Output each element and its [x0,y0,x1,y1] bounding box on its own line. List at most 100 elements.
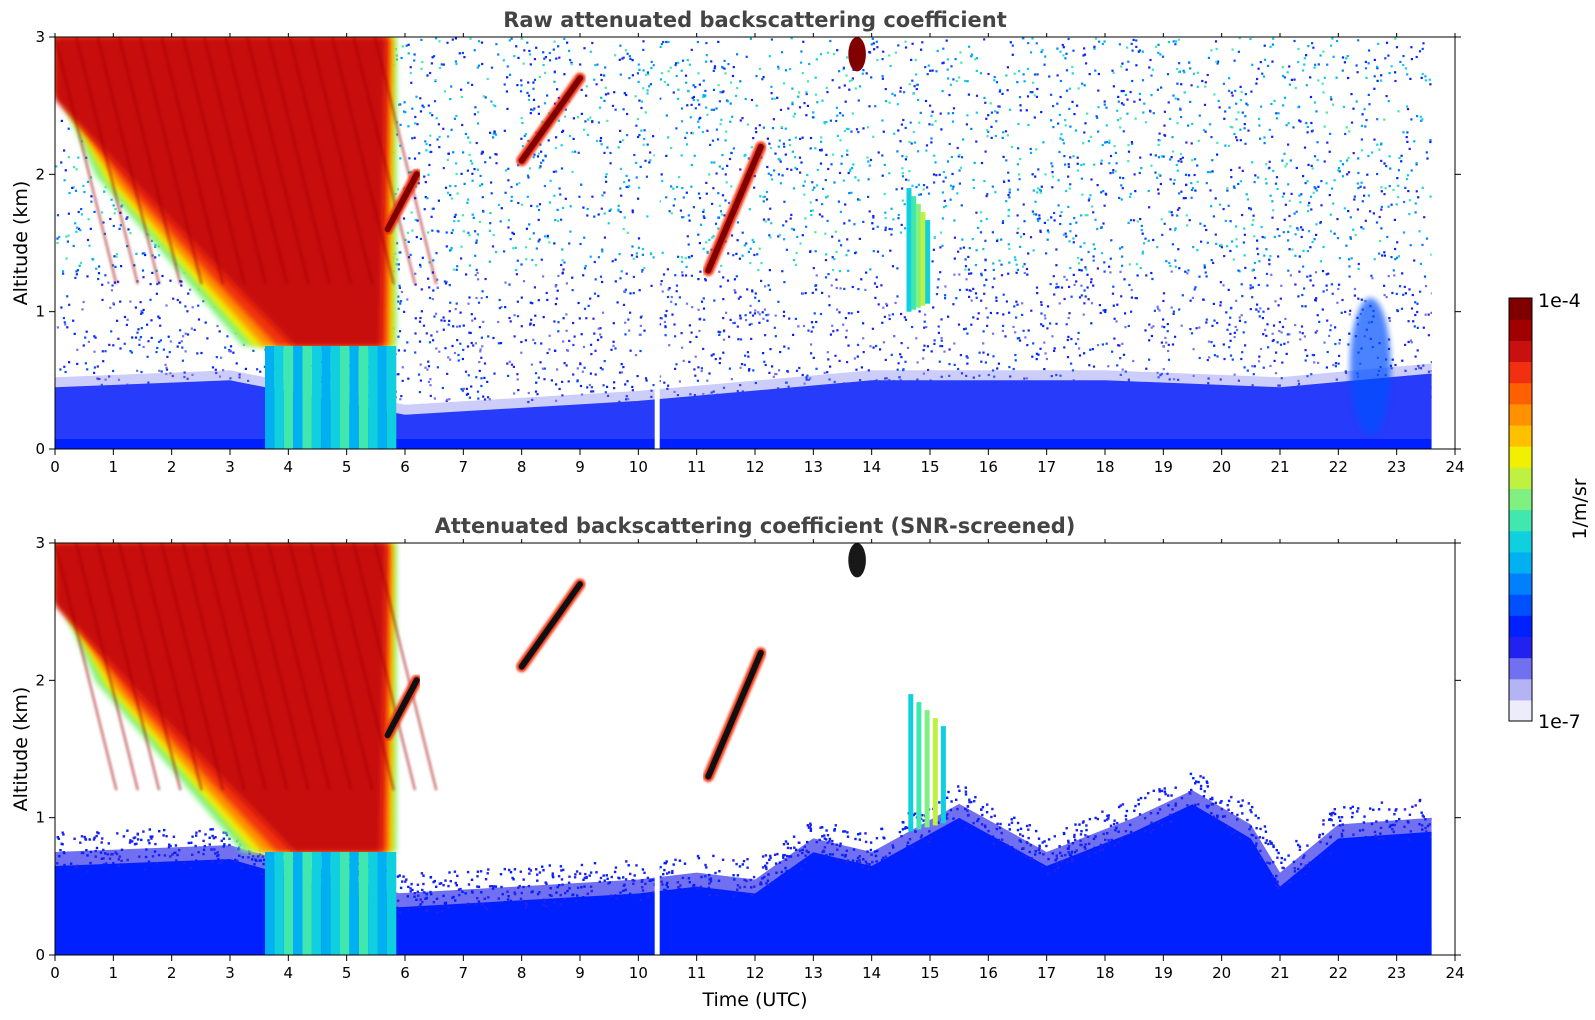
noise-pixel [1256,239,1259,242]
noise-pixel [1008,247,1011,250]
noise-pixel [631,385,634,388]
noise-pixel [411,229,414,232]
noise-pixel [1316,141,1319,144]
noise-pixel [86,275,89,278]
noise-pixel [1214,197,1217,200]
noise-pixel [453,220,456,223]
noise-pixel [845,127,848,130]
noise-pixel [779,108,783,111]
noise-pixel [1414,211,1417,214]
noise-pixel [1084,266,1087,269]
noise-pixel [1394,247,1397,251]
noise-pixel [1132,219,1136,222]
noise-pixel [986,193,989,196]
noise-pixel [1419,115,1422,118]
noise-pixel [1313,66,1316,69]
noise-pixel [1127,160,1130,163]
noise-pixel [959,354,962,357]
noise-pixel [745,319,748,322]
noise-pixel [788,317,791,320]
noise-pixel [1311,240,1314,244]
noise-pixel [1104,309,1107,312]
noise-pixel [1352,107,1355,110]
noise-pixel [571,289,574,292]
noise-pixel [538,75,541,79]
noise-pixel [471,179,474,182]
noise-pixel [460,388,463,391]
noise-pixel [495,153,498,156]
noise-pixel [678,296,681,299]
noise-pixel [465,273,468,276]
noise-pixel [583,267,587,270]
noise-pixel [471,162,474,165]
noise-pixel [1222,284,1225,287]
noise-pixel [659,45,662,48]
noise-pixel [204,321,207,324]
noise-pixel [698,318,701,321]
noise-pixel [1276,187,1279,191]
noise-pixel [1410,307,1414,310]
noise-pixel [1002,313,1005,316]
noise-pixel [1016,214,1019,217]
noise-pixel [1163,133,1166,137]
noise-pixel [397,373,400,376]
noise-pixel [1045,357,1048,361]
noise-pixel [1288,248,1291,251]
noise-pixel [159,324,162,327]
noise-pixel [634,354,638,357]
noise-pixel [1204,130,1207,133]
noise-pixel [1413,325,1416,328]
noise-pixel [617,204,620,207]
noise-pixel [1312,284,1315,287]
noise-pixel [872,135,875,138]
noise-pixel [131,336,134,339]
noise-pixel [1320,180,1323,183]
noise-pixel [917,150,920,153]
noise-pixel [662,273,666,276]
noise-pixel [76,269,79,272]
noise-pixel [794,136,797,139]
noise-pixel [468,331,471,334]
noise-pixel [943,206,946,209]
noise-pixel [706,251,709,254]
noise-pixel [1152,238,1155,242]
noise-pixel [112,369,115,373]
noise-pixel [692,84,695,87]
noise-pixel [739,314,742,317]
noise-pixel [533,153,536,156]
noise-pixel [722,386,726,389]
noise-pixel [941,217,944,220]
noise-pixel [448,249,452,252]
noise-pixel [1036,87,1039,91]
noise-pixel [614,258,617,261]
noise-pixel [650,284,653,287]
noise-pixel [461,357,464,361]
noise-pixel [1307,45,1310,48]
noise-pixel [474,254,477,257]
noise-pixel [1171,243,1174,246]
noise-pixel [996,312,999,315]
noise-pixel [872,227,875,230]
noise-pixel [1336,237,1340,240]
noise-pixel [183,375,186,379]
noise-pixel [1026,344,1029,347]
noise-pixel [1385,95,1388,98]
noise-pixel [125,217,128,220]
noise-pixel [419,363,422,366]
noise-pixel [624,321,627,324]
noise-pixel [1376,65,1379,68]
noise-pixel [467,302,470,305]
noise-pixel [1243,366,1246,369]
noise-pixel [1039,230,1042,233]
noise-pixel [694,355,697,358]
noise-pixel [637,237,641,240]
noise-pixel [1070,362,1073,365]
noise-pixel [996,367,999,370]
noise-pixel [1227,89,1231,92]
noise-pixel [460,245,463,248]
noise-pixel [686,59,689,62]
noise-pixel [413,157,417,160]
noise-pixel [674,335,677,338]
noise-pixel [1300,226,1303,229]
noise-pixel [1090,302,1094,305]
